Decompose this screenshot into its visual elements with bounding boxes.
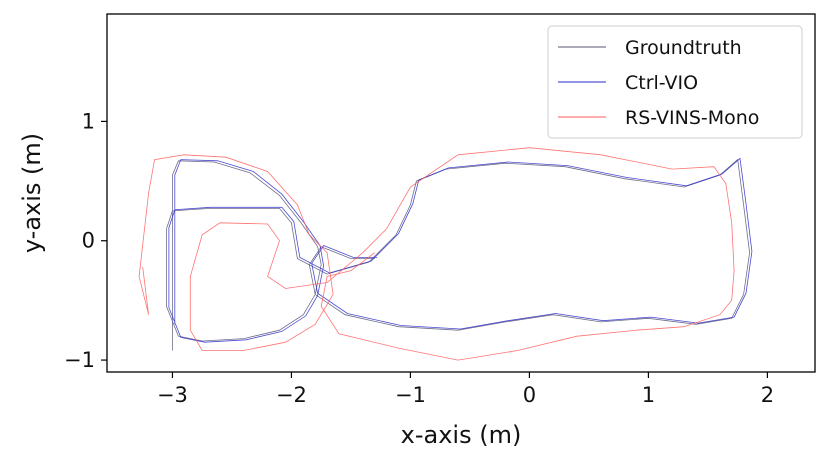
legend-label: Ctrl-VIO bbox=[625, 72, 698, 94]
legend-box bbox=[547, 25, 803, 139]
legend: Groundtruth Ctrl-VIO RS-VINS-Mono bbox=[547, 25, 803, 139]
x-tick-label: −1 bbox=[395, 383, 426, 407]
series-line-groundtruth bbox=[166, 158, 751, 351]
series-line-rs-vins-mono bbox=[138, 147, 735, 361]
x-tick-label: 0 bbox=[523, 383, 536, 407]
legend-label: Groundtruth bbox=[625, 37, 742, 59]
x-tick-label: 1 bbox=[642, 383, 655, 407]
legend-label: RS-VINS-Mono bbox=[625, 107, 759, 129]
x-tick-label: −3 bbox=[157, 383, 188, 407]
y-tick-label: 1 bbox=[82, 109, 95, 133]
x-tick-label: 2 bbox=[761, 383, 774, 407]
plot-frame bbox=[106, 13, 816, 373]
x-tick-label: −2 bbox=[276, 383, 307, 407]
y-tick-label: −1 bbox=[64, 348, 95, 372]
y-axis-label: y-axis (m) bbox=[18, 133, 46, 253]
series-line-ctrl-vio bbox=[168, 157, 753, 343]
y-tick-label: 0 bbox=[82, 229, 95, 253]
x-axis-label: x-axis (m) bbox=[401, 421, 522, 449]
